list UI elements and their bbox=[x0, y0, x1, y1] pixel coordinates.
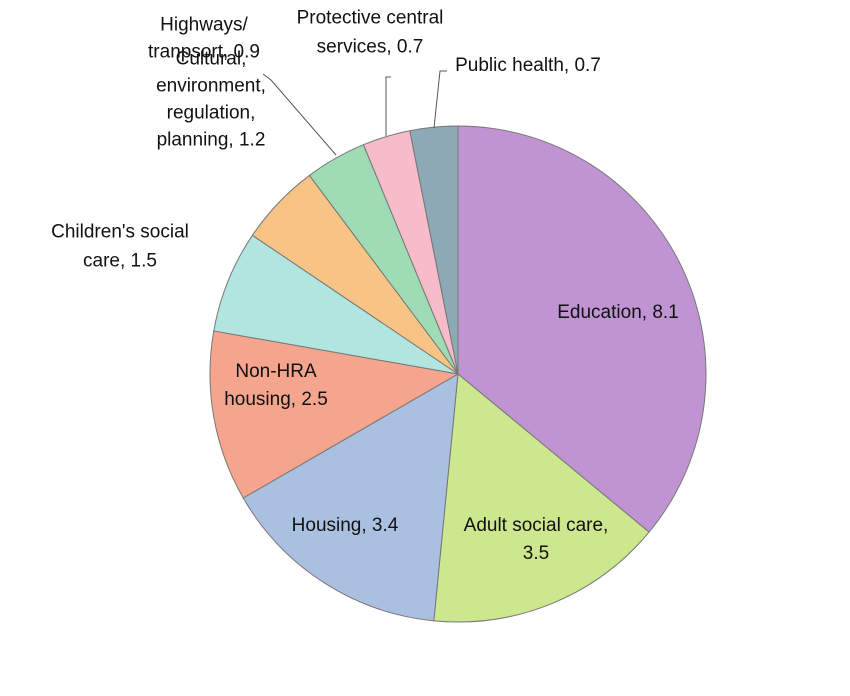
slice-label-line: Cultural, bbox=[176, 49, 247, 70]
slice-label-2: Housing, 3.4 bbox=[292, 515, 399, 536]
slice-label-1: Adult social care, 3.5 bbox=[464, 515, 609, 564]
slice-label-3: Non-HRA housing, 2.5 bbox=[224, 361, 328, 410]
slice-label-line: Protective central bbox=[297, 8, 444, 29]
slice-label-line: care, 1.5 bbox=[83, 251, 157, 272]
slice-label-6: Highways/tranpsort, 0.9 bbox=[148, 15, 260, 63]
slice-label-8: Public health, 0.7 bbox=[455, 55, 601, 76]
slice-label-line: services, 0.7 bbox=[317, 37, 424, 58]
pie-slices bbox=[209, 125, 707, 623]
slice-label-0: Education, 8.1 bbox=[557, 302, 678, 323]
slice-label-line: Adult social care, bbox=[464, 515, 609, 536]
leader-line-7 bbox=[385, 76, 391, 136]
slice-label-line: planning, 1.2 bbox=[157, 130, 266, 151]
slice-label-line: regulation, bbox=[167, 103, 256, 124]
slice-label-line: housing, 2.5 bbox=[224, 389, 328, 410]
slice-label-5: Cultural, environment, regulation, planning… bbox=[156, 49, 266, 151]
leader-lines bbox=[262, 70, 447, 156]
slice-label-line: 3.5 bbox=[523, 543, 549, 564]
slice-labels: Education, 8.1 Adult social care, 3.5 Housi… bbox=[51, 8, 679, 565]
pie-slice-1 bbox=[433, 373, 650, 623]
slice-label-line: Children's social bbox=[51, 222, 189, 243]
slice-label-line: Public health, 0.7 bbox=[455, 55, 601, 76]
slice-label-line: Non-HRA bbox=[235, 361, 317, 382]
slice-label-7: Protective central services, 0.7 bbox=[297, 8, 444, 58]
leader-line-6 bbox=[262, 73, 337, 156]
slice-label-line: Housing, 3.4 bbox=[292, 515, 399, 536]
slice-label-line: Highways/ bbox=[160, 15, 248, 36]
slice-label-4: Children's social care, 1.5 bbox=[51, 222, 189, 272]
slice-label-line: tranpsort, 0.9 bbox=[148, 42, 260, 63]
leader-line-8 bbox=[433, 70, 447, 129]
pie-slice-3 bbox=[209, 330, 460, 499]
slice-label-line: environment, bbox=[156, 76, 266, 97]
slice-label-line: Education, 8.1 bbox=[557, 302, 678, 323]
pie-slice-0 bbox=[457, 125, 707, 533]
pie-slice-2 bbox=[242, 373, 459, 622]
